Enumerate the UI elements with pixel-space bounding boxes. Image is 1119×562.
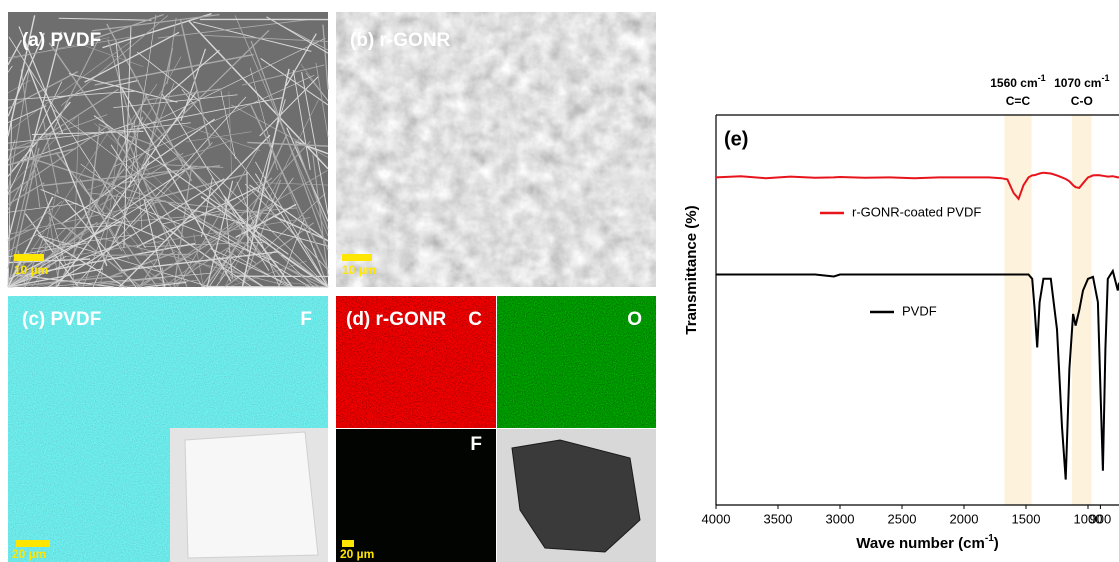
annotation-bond: C-O	[1071, 94, 1093, 108]
scale-bar	[342, 254, 372, 261]
scale-bar	[16, 540, 50, 547]
annotation-text: 1070 cm	[1054, 76, 1101, 90]
element-label: O	[627, 309, 642, 330]
scale-label: 10 µm	[14, 263, 48, 277]
element-label: C	[468, 309, 482, 330]
series-line	[716, 173, 1119, 199]
x-tick-label: 3000	[826, 511, 855, 526]
x-tick-label: 2500	[888, 511, 917, 526]
x-axis-label-part: )	[994, 535, 999, 552]
band	[1004, 115, 1031, 505]
annotation: 1070 cm-1	[1054, 73, 1109, 90]
y-axis-label: Transmittance (%)	[683, 205, 700, 334]
legend-label: r-GONR-coated PVDF	[852, 204, 981, 219]
x-tick-label: 900	[1090, 511, 1112, 526]
membrane	[185, 432, 318, 558]
x-tick-label: 4000	[702, 511, 731, 526]
figure: (a) PVDF (b) r-GONR (c) PVDF F (d) r-GON…	[0, 0, 1119, 562]
band	[1072, 115, 1092, 505]
annotation-bond: C=C	[1006, 94, 1031, 108]
panel-label: (a) PVDF	[22, 30, 101, 51]
x-axis-label: Wave number (cm-1)	[856, 533, 999, 552]
panel-label: (e)	[724, 128, 748, 150]
series-line	[716, 271, 1119, 480]
scale-bar	[14, 254, 44, 261]
annotation-text: 1560 cm	[990, 76, 1037, 90]
annotation-sup: -1	[1101, 73, 1109, 83]
panel-label: (b) r-GONR	[350, 30, 451, 51]
scale-label: 20 µm	[12, 547, 46, 561]
scale-label: 10 µm	[342, 263, 376, 277]
panel-label: (d) r-GONR	[346, 309, 447, 330]
panel-label: (c) PVDF	[22, 309, 101, 330]
element-label: F	[470, 434, 482, 455]
annotation-sup: -1	[1038, 73, 1046, 83]
scale-bar	[342, 540, 354, 547]
scale-label: 20 µm	[340, 547, 374, 561]
x-axis-label-part: Wave number (cm	[856, 535, 985, 552]
annotation: 1560 cm-1	[990, 73, 1045, 90]
x-tick-label: 2000	[950, 511, 979, 526]
page: {"panels": [ {"label": "(a) PVDF", "scal…	[0, 0, 1119, 562]
x-tick-label: 3500	[764, 511, 793, 526]
legend-label: PVDF	[902, 303, 937, 318]
x-tick-label: 1500	[1012, 511, 1041, 526]
element-label: F	[300, 309, 312, 330]
sem-image	[336, 12, 656, 287]
